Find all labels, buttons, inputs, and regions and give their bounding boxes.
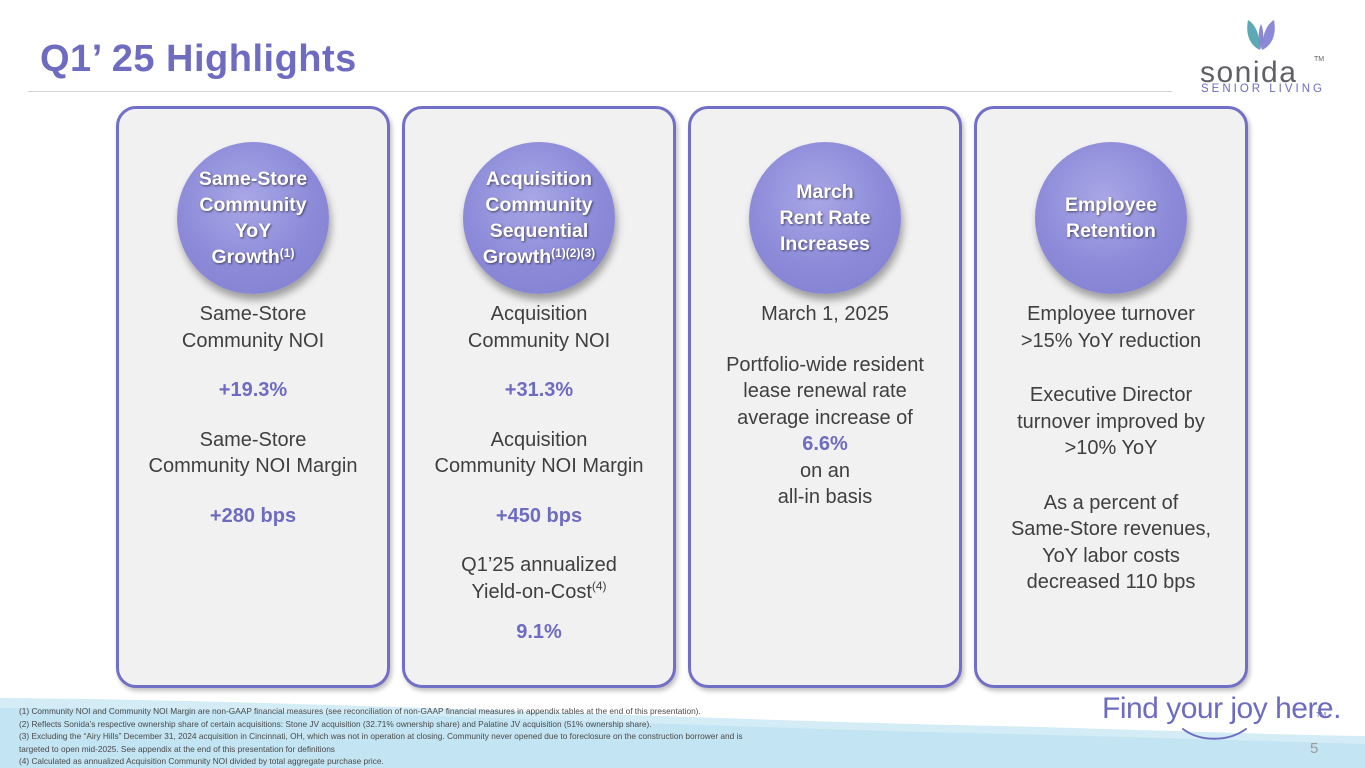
metric-label: Same-Store — [199, 303, 307, 325]
metric-label: Same-Store — [199, 428, 307, 451]
body-line: Portfolio-wide resident — [726, 353, 924, 376]
metric-label: Community NOI — [467, 329, 611, 352]
footnote: (4) Calculated as annualized Acquisition… — [19, 756, 384, 767]
footnotes: (1) Community NOI and Community NOI Marg… — [19, 705, 899, 768]
page-title: Q1’ 25 Highlights — [40, 38, 357, 80]
body-line: As a percent of — [1043, 491, 1179, 514]
card-employee-retention: Employee Retention Employee turnover >15… — [974, 106, 1248, 688]
metric-label: Q1’25 annualized — [461, 554, 617, 576]
logo-tagline: SENIOR LIVING — [1201, 83, 1325, 95]
slogan-trademark: TM — [1316, 712, 1327, 719]
body-line: lease renewal rate — [743, 380, 907, 402]
body-line: Same-Store revenues, — [1010, 518, 1212, 540]
metric-value: +31.3% — [504, 379, 574, 401]
body-line: Executive Director — [1029, 384, 1193, 406]
metric-value: 9.1% — [516, 621, 562, 643]
page-number: 5 — [1310, 740, 1319, 757]
badge-acquisition: Acquisition Community Sequential Growth(… — [463, 142, 615, 294]
slogan: Find your joy here. — [1102, 692, 1341, 725]
footnote-ref: (1)(2)(3) — [551, 246, 596, 260]
metric-label: Community NOI Margin — [434, 455, 644, 477]
badge-line: Same-Store — [198, 168, 308, 190]
footnote: (2) Reflects Sonida’s respective ownersh… — [19, 718, 652, 729]
badge-line: Rent Rate — [779, 207, 871, 229]
badge-rent-rate: March Rent Rate Increases — [749, 142, 901, 294]
card-content: March 1, 2025 Portfolio-wide resident le… — [697, 301, 953, 511]
badge-line: Community — [199, 194, 307, 216]
body-line: YoY labor costs — [1042, 544, 1180, 567]
badge-line: March — [796, 181, 854, 203]
card-rent-rate: March Rent Rate Increases March 1, 2025 … — [688, 106, 962, 688]
body-line: decreased 110 bps — [1026, 571, 1196, 593]
logo-trademark: TM — [1314, 56, 1325, 63]
footnote-ref: (4) — [591, 578, 607, 593]
metric-label: Community NOI Margin — [148, 455, 358, 477]
badge-line: Acquisition — [485, 168, 593, 190]
footnote: targeted to open mid-2025. See appendix … — [19, 743, 335, 754]
badge-line: Retention — [1066, 220, 1156, 242]
body-line: on an — [799, 459, 851, 482]
badge-line: Increases — [780, 233, 870, 255]
logo-wordmark: sonida — [1200, 56, 1298, 89]
card-content: Employee turnover >15% YoY reduction Exe… — [983, 301, 1239, 596]
badge-line: Sequential — [489, 220, 589, 242]
badge-employee-retention: Employee Retention — [1035, 142, 1187, 294]
metric-value: +280 bps — [209, 504, 297, 527]
smile-swoosh-icon — [1182, 728, 1247, 740]
metric-value: +19.3% — [218, 379, 288, 401]
butterfly-icon — [1247, 20, 1275, 50]
body-line: >15% YoY reduction — [1020, 329, 1202, 352]
body-line: Employee turnover — [1027, 303, 1195, 325]
footnote: (1) Community NOI and Community NOI Marg… — [19, 706, 701, 716]
badge-line: Growth — [482, 246, 552, 268]
card-acquisition: Acquisition Community Sequential Growth(… — [402, 106, 676, 688]
footnote: (3) Excluding the “Airy Hills” December … — [19, 731, 743, 742]
badge-line: Employee — [1064, 194, 1158, 216]
sonida-logo: sonida TM SENIOR LIVING — [1196, 16, 1326, 100]
body-line: >10% YoY — [1064, 437, 1158, 459]
date-label: March 1, 2025 — [761, 303, 889, 325]
card-content: Same-Store Community NOI +19.3% Same-Sto… — [125, 301, 381, 529]
metric-label: Acquisition — [490, 303, 588, 325]
body-line: all-in basis — [777, 486, 873, 508]
footnote-ref: (1) — [279, 246, 295, 260]
metric-value: +450 bps — [495, 504, 583, 527]
title-divider — [28, 91, 1172, 92]
badge-line: Community — [485, 194, 593, 216]
metric-label: Yield-on-Cost — [471, 580, 592, 603]
badge-same-store: Same-Store Community YoY Growth(1) — [177, 142, 329, 294]
body-line: turnover improved by — [1017, 410, 1205, 433]
metric-value: 6.6% — [802, 433, 848, 455]
badge-line: Growth — [211, 246, 280, 268]
badge-line: YoY — [234, 220, 272, 242]
card-same-store: Same-Store Community YoY Growth(1) Same-… — [116, 106, 390, 688]
metric-label: Acquisition — [490, 428, 588, 451]
body-line: average increase of — [737, 406, 913, 429]
card-content: Acquisition Community NOI +31.3% Acquisi… — [411, 301, 667, 646]
metric-label: Community NOI — [181, 329, 325, 352]
